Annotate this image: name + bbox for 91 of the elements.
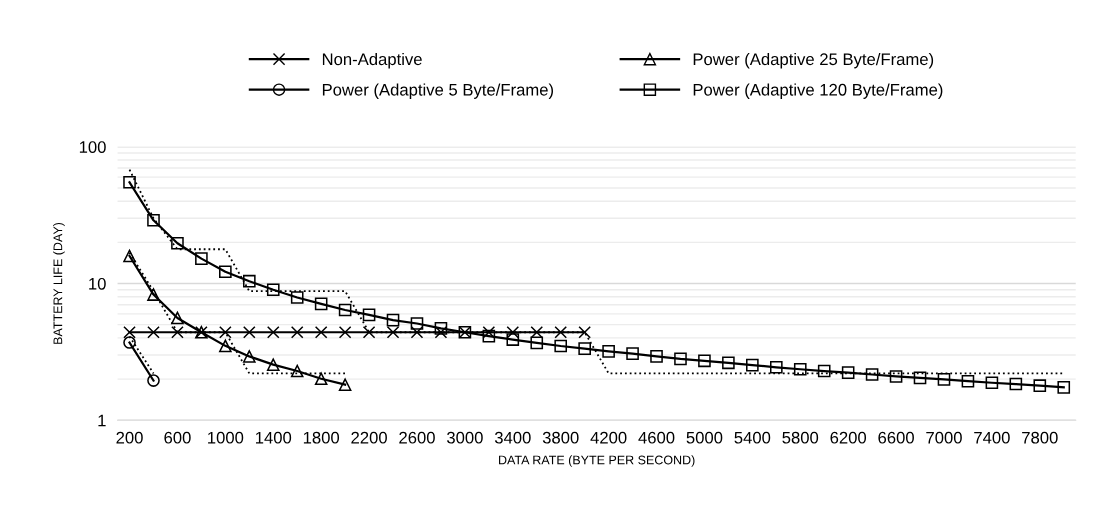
point [266,325,280,339]
y-axis-title: BATTERY LIFE (DAY) [53,222,65,344]
point [386,325,400,339]
point [722,356,735,370]
legend-label: Power (Adaptive 120 Byte/Frame) [693,83,943,99]
point [1033,379,1047,392]
point [242,274,256,288]
x-tick-label: 7000 [926,431,962,444]
x-tick-label: 200 [116,431,143,444]
point [314,325,328,339]
point [266,358,280,371]
point [793,362,807,376]
x-tick-label: 5000 [686,431,723,444]
point [123,175,136,189]
point [626,347,639,360]
point [746,358,759,372]
x-tick-label: 1400 [255,431,292,444]
point [314,297,328,311]
point [171,325,184,339]
x-tick-label: 3400 [494,431,531,444]
point [219,339,232,353]
x-tick-label: 4200 [590,431,627,444]
point [123,336,136,349]
x-tick-label: 2200 [351,431,387,444]
x-tick-label: 5400 [734,431,771,444]
x-axis-title: DATA RATE (BYTE PER SECOND) [499,455,695,467]
point [290,325,304,339]
point [1009,377,1023,391]
point [338,378,352,391]
point [817,364,831,378]
point [578,325,591,339]
point [554,325,568,339]
point [314,372,328,386]
point [674,352,687,366]
point [195,252,208,265]
point [506,333,520,346]
x-tick-label: 4600 [638,431,675,444]
point [147,213,160,227]
point [290,291,304,304]
y-tick-label: 10 [89,277,106,290]
point [554,339,568,353]
point [266,283,280,297]
x-tick-label: 1000 [208,431,244,444]
point [530,336,544,350]
point [386,313,400,327]
y-tick-label: 1 [98,414,106,427]
point [147,288,160,301]
x-tick-label: 7800 [1022,431,1058,444]
x-tick-label: 3800 [542,431,579,444]
point [578,342,591,355]
point [698,354,711,368]
point [338,303,352,317]
x-tick-label: 6600 [878,431,914,444]
legend-label: Power (Adaptive 5 Byte/Frame) [322,83,554,99]
point [961,374,975,388]
x-tick-label: 3000 [446,431,483,444]
point [841,366,855,379]
point [123,249,136,263]
point [913,371,927,385]
point [410,317,424,330]
x-tick-label: 1800 [303,431,340,444]
legend-label: Power (Adaptive 25 Byte/Frame) [693,52,934,69]
point [338,325,352,339]
point [147,325,160,339]
point [482,329,496,343]
point [650,350,663,363]
point [171,311,184,325]
point [242,325,256,339]
point [602,345,615,358]
point [985,376,999,390]
point [147,374,160,387]
point [171,236,184,250]
point [362,308,376,322]
point [865,368,879,381]
point [937,373,951,386]
x-tick-label: 6200 [830,431,867,444]
x-tick-label: 600 [164,431,191,444]
x-tick-label: 5800 [782,431,819,444]
point [889,370,903,383]
point [1057,381,1071,394]
point [290,364,304,378]
point [769,360,783,374]
point [123,325,136,339]
point [242,350,256,363]
point [434,322,448,335]
x-tick-label: 2600 [399,431,435,444]
point [219,265,232,279]
legend-label: Non-Adaptive [322,52,422,69]
y-tick-label: 100 [79,141,106,153]
point [219,325,232,339]
x-tick-label: 7400 [974,431,1010,444]
